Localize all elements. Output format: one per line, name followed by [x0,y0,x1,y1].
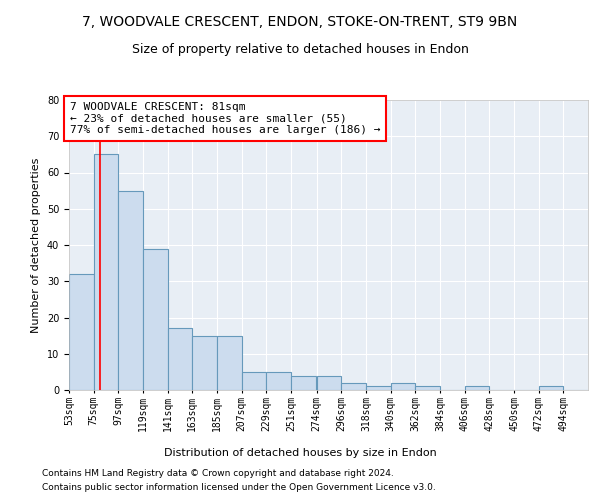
Bar [266,372,291,390]
Text: 7 WOODVALE CRESCENT: 81sqm
← 23% of detached houses are smaller (55)
77% of semi: 7 WOODVALE CRESCENT: 81sqm ← 23% of deta… [70,102,380,135]
Text: Distribution of detached houses by size in Endon: Distribution of detached houses by size … [164,448,436,458]
Bar [415,386,440,390]
Bar [366,386,391,390]
Bar [167,328,193,390]
Bar [118,190,143,390]
Bar [539,386,563,390]
Bar [94,154,118,390]
Text: 7, WOODVALE CRESCENT, ENDON, STOKE-ON-TRENT, ST9 9BN: 7, WOODVALE CRESCENT, ENDON, STOKE-ON-TR… [82,15,518,29]
Bar [391,383,415,390]
Y-axis label: Number of detached properties: Number of detached properties [31,158,41,332]
Bar [217,336,242,390]
Bar [69,274,94,390]
Bar [193,336,217,390]
Bar [291,376,316,390]
Bar [242,372,266,390]
Text: Contains public sector information licensed under the Open Government Licence v3: Contains public sector information licen… [42,484,436,492]
Bar [317,376,341,390]
Bar [143,248,167,390]
Bar [341,383,366,390]
Text: Size of property relative to detached houses in Endon: Size of property relative to detached ho… [131,42,469,56]
Bar [464,386,490,390]
Text: Contains HM Land Registry data © Crown copyright and database right 2024.: Contains HM Land Registry data © Crown c… [42,468,394,477]
